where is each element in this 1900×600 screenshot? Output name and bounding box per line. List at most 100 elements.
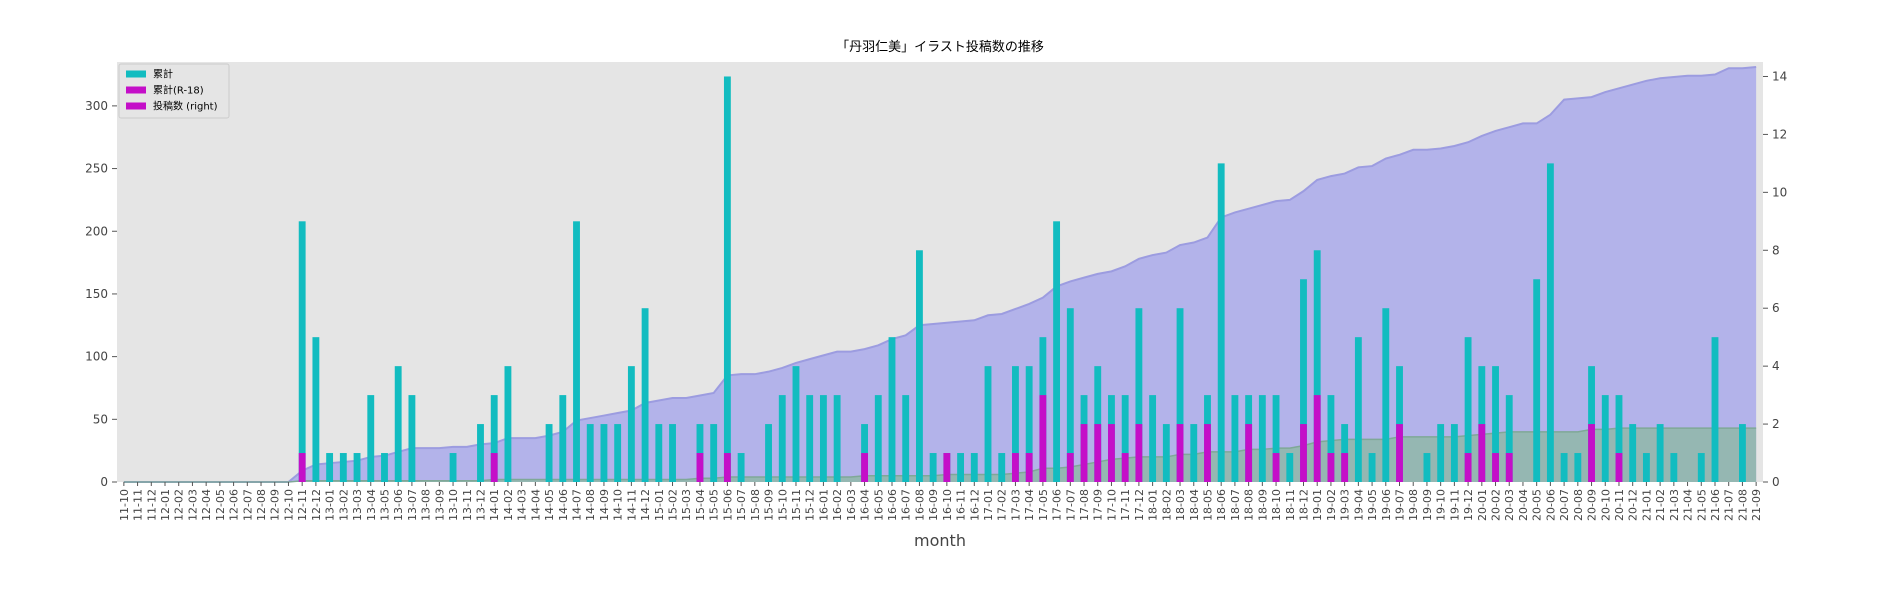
y2-tick-label: 10 <box>1772 185 1787 199</box>
y2-tick-label: 6 <box>1772 301 1780 315</box>
r18-bar <box>1300 424 1307 482</box>
posts-bar <box>902 395 910 482</box>
posts-bar <box>353 453 361 482</box>
r18-bar <box>1588 424 1595 482</box>
x-tick-label: 14-11 <box>625 489 638 521</box>
x-tick-label: 13-05 <box>378 489 391 521</box>
posts-bar <box>737 453 745 482</box>
posts-bar <box>1162 424 1170 482</box>
x-tick-label: 15-02 <box>667 489 680 521</box>
posts-bar <box>984 366 992 482</box>
x-tick-label: 17-02 <box>996 489 1009 521</box>
x-tick-label: 14-06 <box>557 489 570 521</box>
x-tick-label: 19-10 <box>1435 489 1448 521</box>
posts-bar <box>778 395 786 482</box>
x-tick-label: 18-11 <box>1284 489 1297 521</box>
x-tick-label: 21-09 <box>1750 489 1763 521</box>
r18-bar <box>1094 424 1102 482</box>
legend-label-cumulative-r18: 累計(R-18) <box>153 84 204 97</box>
x-tick-label: 16-09 <box>927 489 940 521</box>
posts-bar <box>1437 424 1445 482</box>
posts-bar <box>449 453 457 482</box>
posts-bar <box>1492 366 1499 482</box>
x-tick-label: 12-01 <box>159 489 172 521</box>
x-tick-label: 20-04 <box>1517 489 1530 521</box>
r18-bar <box>1505 453 1513 482</box>
posts-bar <box>1066 308 1074 482</box>
posts-bar <box>614 424 622 482</box>
x-tick-label: 15-12 <box>804 489 817 521</box>
posts-bar <box>600 424 608 482</box>
x-tick-label: 19-12 <box>1462 489 1475 521</box>
x-tick-label: 18-02 <box>1160 489 1173 521</box>
x-tick-label: 17-04 <box>1023 489 1036 521</box>
posts-bar <box>545 424 553 482</box>
x-tick-label: 12-02 <box>173 489 186 521</box>
r18-bar <box>1025 453 1033 482</box>
x-tick-label: 13-11 <box>461 489 474 521</box>
x-tick-label: 20-06 <box>1544 489 1557 521</box>
x-tick-label: 21-03 <box>1668 489 1681 521</box>
x-axis-label: month <box>914 531 966 550</box>
posts-bar <box>1231 395 1239 482</box>
r18-bar <box>1108 424 1115 482</box>
x-tick-label: 12-06 <box>228 489 241 521</box>
posts-bar <box>1629 424 1637 482</box>
x-tick-label: 20-07 <box>1558 489 1571 521</box>
posts-bar <box>1368 453 1376 482</box>
r18-bar <box>1066 453 1074 482</box>
x-tick-label: 18-04 <box>1188 489 1201 521</box>
x-tick-label: 18-01 <box>1147 489 1160 521</box>
x-tick-label: 11-11 <box>132 489 145 521</box>
x-tick-label: 14-03 <box>516 489 529 521</box>
r18-bar <box>1080 424 1088 482</box>
x-tick-label: 20-05 <box>1531 489 1544 521</box>
x-tick-label: 17-01 <box>982 489 995 521</box>
x-tick-label: 12-04 <box>200 489 213 521</box>
x-tick-label: 19-04 <box>1352 489 1365 521</box>
x-tick-label: 15-03 <box>680 489 693 521</box>
x-tick-label: 12-12 <box>310 489 323 521</box>
x-tick-label: 17-05 <box>1037 489 1050 521</box>
posts-bar <box>408 395 416 482</box>
x-tick-label: 14-07 <box>571 489 584 521</box>
posts-bar <box>339 453 347 482</box>
legend-swatch-cumulative-r18 <box>126 86 146 94</box>
posts-bar <box>1012 366 1019 482</box>
x-tick-label: 15-07 <box>735 489 748 521</box>
x-tick-label: 16-01 <box>817 489 830 521</box>
x-tick-label: 19-02 <box>1325 489 1338 521</box>
x-tick-label: 12-09 <box>269 489 282 521</box>
posts-bar <box>1258 395 1266 482</box>
x-tick-label: 16-08 <box>913 489 926 521</box>
posts-bar <box>641 308 649 482</box>
chart-title: 「丹羽仁美」イラスト投稿数の推移 <box>836 39 1044 55</box>
posts-bar <box>490 395 498 482</box>
posts-bar <box>833 395 841 482</box>
x-tick-label: 16-06 <box>886 489 899 521</box>
x-tick-label: 19-06 <box>1380 489 1393 521</box>
x-tick-label: 20-01 <box>1476 489 1489 521</box>
x-tick-label: 12-05 <box>214 489 227 521</box>
posts-bar <box>1546 163 1554 482</box>
x-tick-label: 20-10 <box>1599 489 1612 521</box>
y-tick-label: 300 <box>85 99 108 113</box>
x-tick-label: 15-06 <box>721 489 734 521</box>
legend: 累計 累計(R-18) 投稿数 (right) <box>118 63 230 119</box>
x-tick-label: 13-09 <box>433 489 446 521</box>
x-tick-label: 15-04 <box>694 489 707 521</box>
posts-bar <box>1121 395 1129 482</box>
x-tick-label: 17-09 <box>1092 489 1105 521</box>
r18-bar <box>1039 395 1047 482</box>
y2-tick-label: 0 <box>1772 475 1780 489</box>
r18-bar <box>1615 453 1623 482</box>
cumulative-r18-area <box>123 428 1757 482</box>
x-tick-label: 12-10 <box>282 489 295 521</box>
posts-bar <box>1615 395 1623 482</box>
r18-bar <box>298 453 306 482</box>
posts-bar <box>1601 395 1609 482</box>
r18-bar <box>1313 395 1321 482</box>
